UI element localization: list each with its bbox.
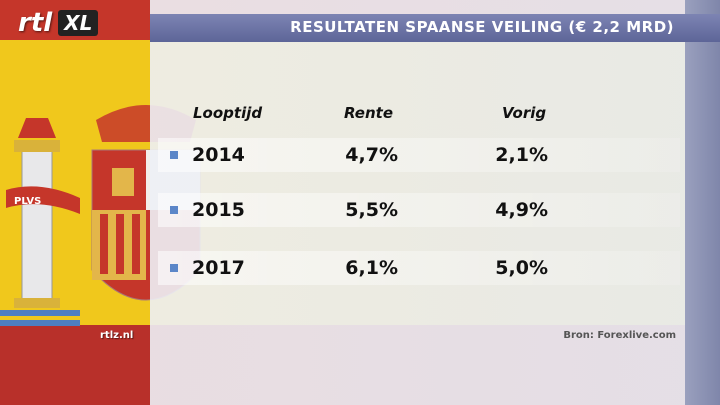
table-row: 2017 6,1% 5,0% (158, 251, 680, 285)
column-header-vorig: Vorig (502, 104, 547, 122)
row-band (158, 138, 680, 172)
source-credit: Bron: Forexlive.com (563, 330, 676, 341)
table-row: 2014 4,7% 2,1% (158, 138, 680, 172)
row-band (158, 193, 680, 227)
logo-rtl-text: rtl (18, 8, 53, 38)
table-row: 2015 5,5% 4,9% (158, 193, 680, 227)
column-header-rente: Rente (344, 104, 393, 122)
logo-xl-badge: XL (58, 10, 99, 36)
bullet-icon (170, 206, 178, 214)
page-title: RESULTATEN SPAANSE VEILING (€ 2,2 MRD) (290, 18, 674, 36)
site-credit: rtlz.nl (100, 330, 134, 341)
title-bar: RESULTATEN SPAANSE VEILING (€ 2,2 MRD) (150, 14, 720, 42)
cell-vorig: 4,9% (495, 199, 548, 221)
bullet-icon (170, 264, 178, 272)
cell-looptijd: 2014 (192, 144, 245, 166)
bullet-icon (170, 151, 178, 159)
coat-motto: PLVS (14, 196, 41, 207)
right-edge-strip (685, 0, 720, 405)
cell-vorig: 5,0% (495, 257, 548, 279)
cell-rente: 5,5% (345, 199, 398, 221)
rtl-xl-logo: rtl XL (18, 8, 99, 38)
row-band (158, 251, 680, 285)
cell-looptijd: 2017 (192, 257, 245, 279)
cell-rente: 4,7% (345, 144, 398, 166)
cell-vorig: 2,1% (495, 144, 548, 166)
cell-looptijd: 2015 (192, 199, 245, 221)
cell-rente: 6,1% (345, 257, 398, 279)
column-header-looptijd: Looptijd (193, 104, 263, 122)
